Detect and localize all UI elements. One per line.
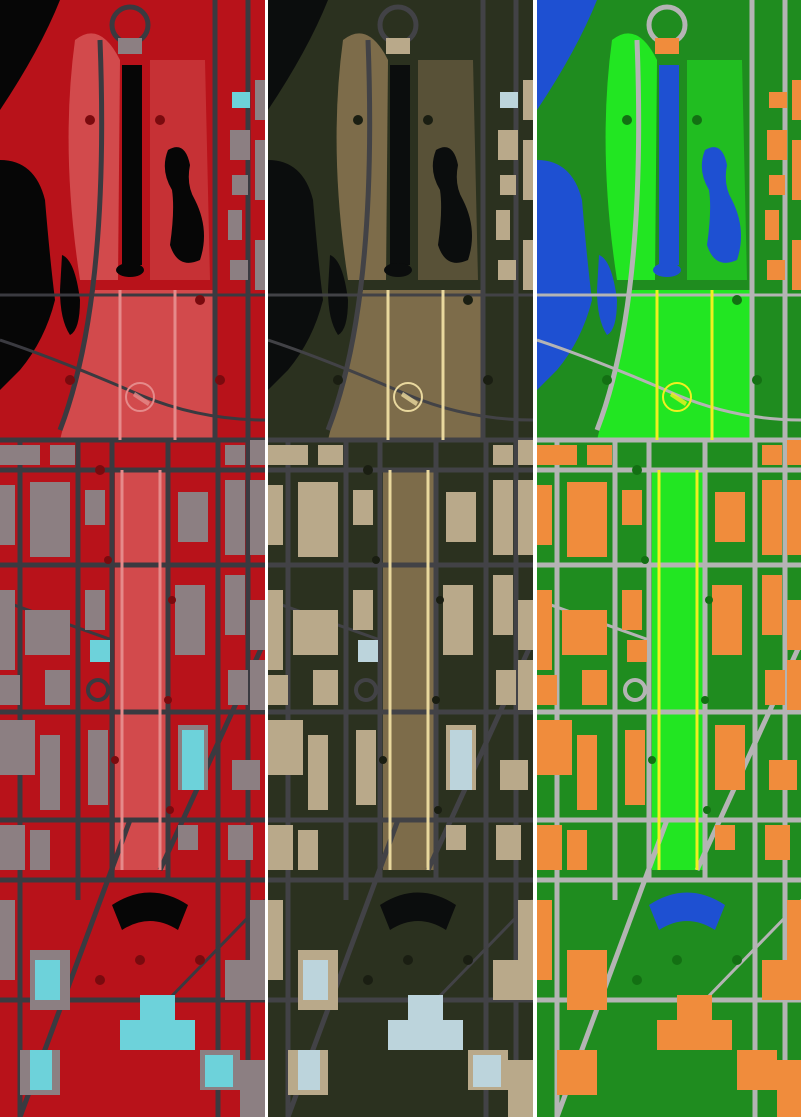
true-color-panel [268,0,533,1117]
false-color-panel [0,0,265,1117]
classification-panel [537,0,801,1117]
